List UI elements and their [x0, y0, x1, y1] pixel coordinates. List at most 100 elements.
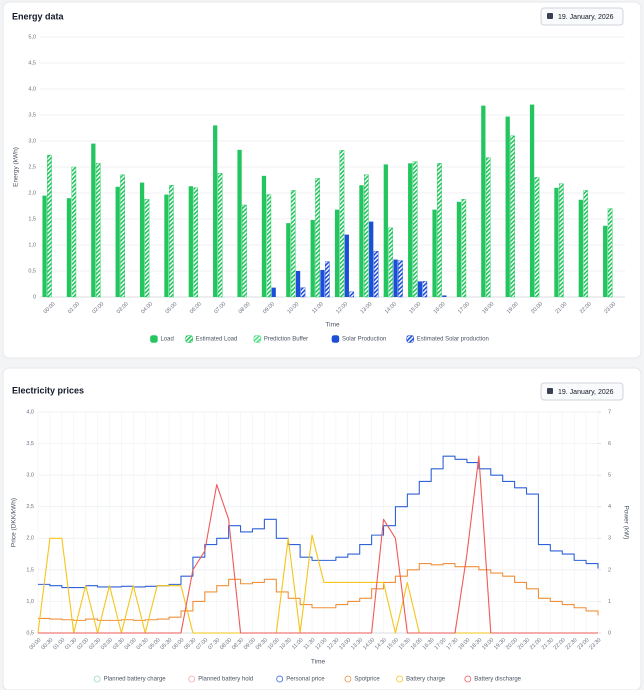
y2-tick-label: 2 [608, 567, 611, 573]
legend-item: Planned battery hold [188, 675, 253, 683]
bar [369, 221, 374, 297]
bar [71, 166, 77, 298]
legend-swatch [396, 675, 404, 683]
bar [290, 190, 296, 298]
bar [363, 174, 369, 298]
bar [295, 271, 301, 297]
bar [510, 135, 515, 298]
y-tick-label: 4,5 [28, 60, 36, 66]
legend-item: Planned battery charge [93, 675, 167, 683]
y-tick-label: 2,0 [28, 190, 36, 196]
y-tick-label: 0 [33, 294, 36, 300]
bar [461, 199, 467, 298]
bar [558, 183, 564, 298]
legend-item: Battery charge [396, 675, 446, 683]
legend-swatch [276, 675, 284, 683]
bar [188, 186, 193, 297]
legend-swatch [185, 335, 193, 343]
y2-tick-label: 5 [608, 473, 611, 479]
date-button[interactable]: 19. January, 2026 [540, 7, 624, 26]
y2-tick-label: 1 [608, 599, 611, 605]
legend-swatch [188, 675, 196, 683]
bar [529, 104, 535, 297]
bar [383, 164, 388, 297]
bar [607, 208, 613, 298]
y-tick-label: 1,0 [26, 599, 34, 605]
legend-swatch [93, 675, 101, 683]
legend-swatch [331, 335, 340, 343]
card-title: Electricity prices [12, 385, 84, 395]
legend-label: Planned battery hold [198, 677, 253, 683]
y-tick-label: 4,0 [26, 409, 34, 415]
bar [339, 150, 345, 298]
bar [481, 105, 486, 297]
y-axis-label: Energy (kWh) [13, 147, 20, 187]
card-title: Energy data [12, 11, 65, 21]
bar [66, 198, 72, 297]
bar [422, 281, 428, 298]
y2-tick-label: 3 [608, 536, 611, 542]
bar [388, 227, 394, 298]
legend-label: Solar Production [342, 337, 386, 343]
bar [456, 201, 462, 297]
bar [398, 260, 403, 298]
y-tick-label: 1,0 [28, 242, 36, 248]
y-tick-label: 0,5 [28, 268, 36, 274]
legend-item: Spotprice [344, 675, 380, 683]
bar [315, 178, 320, 298]
legend-label: Spotprice [354, 677, 380, 683]
y2-tick-label: 4 [608, 504, 611, 510]
y-tick-label: 3,5 [28, 112, 36, 118]
legend-swatch [464, 675, 472, 683]
legend-label: Planned battery charge [104, 677, 167, 683]
series-line [38, 562, 599, 621]
y2-tick-label: 6 [608, 441, 611, 447]
y2-axis-label: Power (kW) [622, 506, 629, 540]
bar [534, 177, 540, 298]
bar [217, 173, 223, 298]
bar [120, 174, 125, 298]
legend-label: Battery discharge [474, 677, 521, 683]
legend-label: Prediction Buffer [264, 337, 308, 343]
legend-label: Personal price [286, 677, 325, 683]
legend-swatch [150, 335, 158, 343]
y-tick-label: 2,0 [26, 536, 34, 542]
bar [393, 259, 398, 297]
bar [373, 251, 379, 298]
bar [242, 204, 247, 298]
bar [437, 163, 442, 298]
bar [144, 199, 150, 298]
bar [485, 157, 491, 298]
legend-swatch [344, 675, 352, 683]
bar [417, 281, 423, 297]
date-button[interactable]: 19. January, 2026 [540, 382, 624, 401]
legend-swatch [253, 335, 262, 343]
bar [310, 220, 315, 297]
series-line [38, 455, 599, 589]
bar [95, 163, 101, 298]
bar [334, 209, 340, 297]
bar [213, 125, 218, 298]
bar [583, 190, 589, 298]
legend-swatch [406, 335, 414, 343]
bar [47, 154, 52, 298]
bar [164, 194, 169, 297]
y2-tick-label: 0 [608, 630, 611, 636]
bar [320, 269, 325, 297]
bar [408, 163, 413, 297]
bar [193, 187, 199, 298]
y-axis-label: Price (DKK/kWh) [11, 498, 18, 547]
date-label[interactable]: 19. January, 2026 [558, 14, 614, 21]
y-tick-label: 0,5 [26, 630, 34, 636]
y-tick-label: 4,0 [28, 86, 36, 92]
bar [286, 223, 291, 297]
date-label[interactable]: 19. January, 2026 [558, 389, 614, 396]
y-tick-label: 1,5 [28, 216, 36, 222]
legend-item: Estimated Load [185, 335, 237, 343]
legend-item: Solar Production [331, 335, 386, 343]
y-tick-label: 2,5 [28, 164, 36, 170]
y2-tick-label: 7 [608, 409, 611, 415]
legend-item: Prediction Buffer [253, 335, 308, 343]
bar [349, 291, 355, 298]
